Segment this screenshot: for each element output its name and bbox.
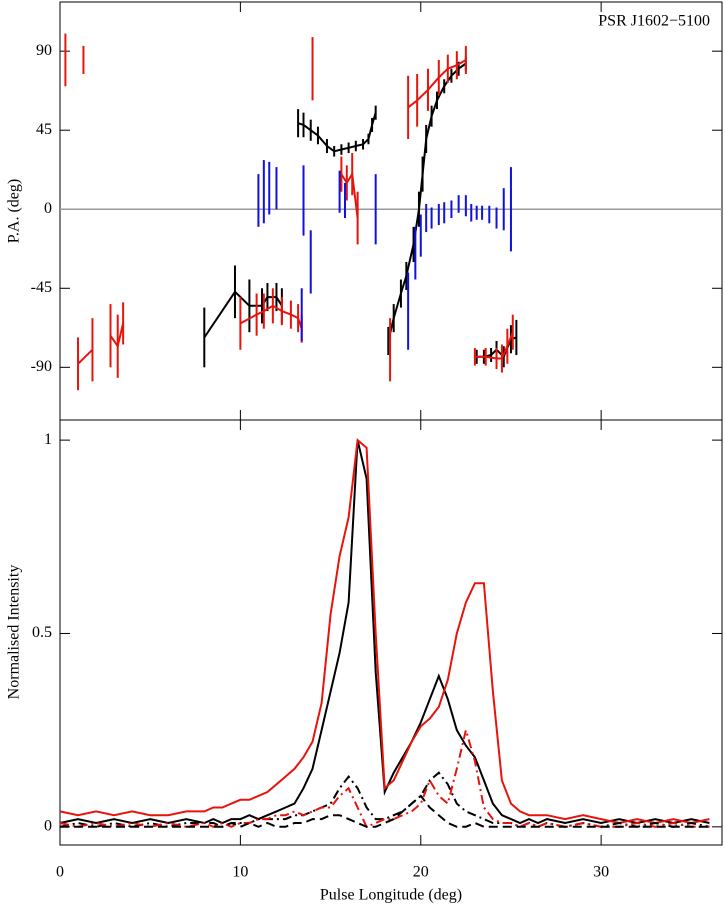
pa-line — [77, 59, 514, 365]
y-tick-label: 0.5 — [32, 624, 52, 641]
y-axis-label: P.A. (deg) — [6, 179, 23, 243]
profile-line — [60, 794, 710, 828]
profile-line — [59, 439, 710, 825]
y-tick-label: -90 — [31, 358, 52, 375]
pa-line — [203, 62, 517, 359]
chart-title: PSR J1602−5100 — [598, 13, 710, 30]
x-tick-label: 20 — [413, 864, 429, 881]
x-tick-label: 10 — [232, 864, 248, 881]
x-tick-label: 30 — [593, 864, 609, 881]
y-tick-label: 1 — [44, 431, 52, 448]
y-tick-label: 90 — [36, 42, 52, 59]
y-tick-label: 0 — [44, 200, 52, 217]
y-tick-label: -45 — [31, 279, 52, 296]
x-axis-label: Pulse Longitude (deg) — [320, 887, 462, 904]
profile-line — [59, 438, 710, 825]
plot-frame — [59, 419, 723, 846]
y-tick-label: 45 — [36, 121, 52, 138]
x-tick-label: 0 — [56, 864, 64, 881]
y-axis-label: Normalised Intensity — [6, 565, 23, 700]
y-tick-label: 0 — [44, 817, 52, 834]
